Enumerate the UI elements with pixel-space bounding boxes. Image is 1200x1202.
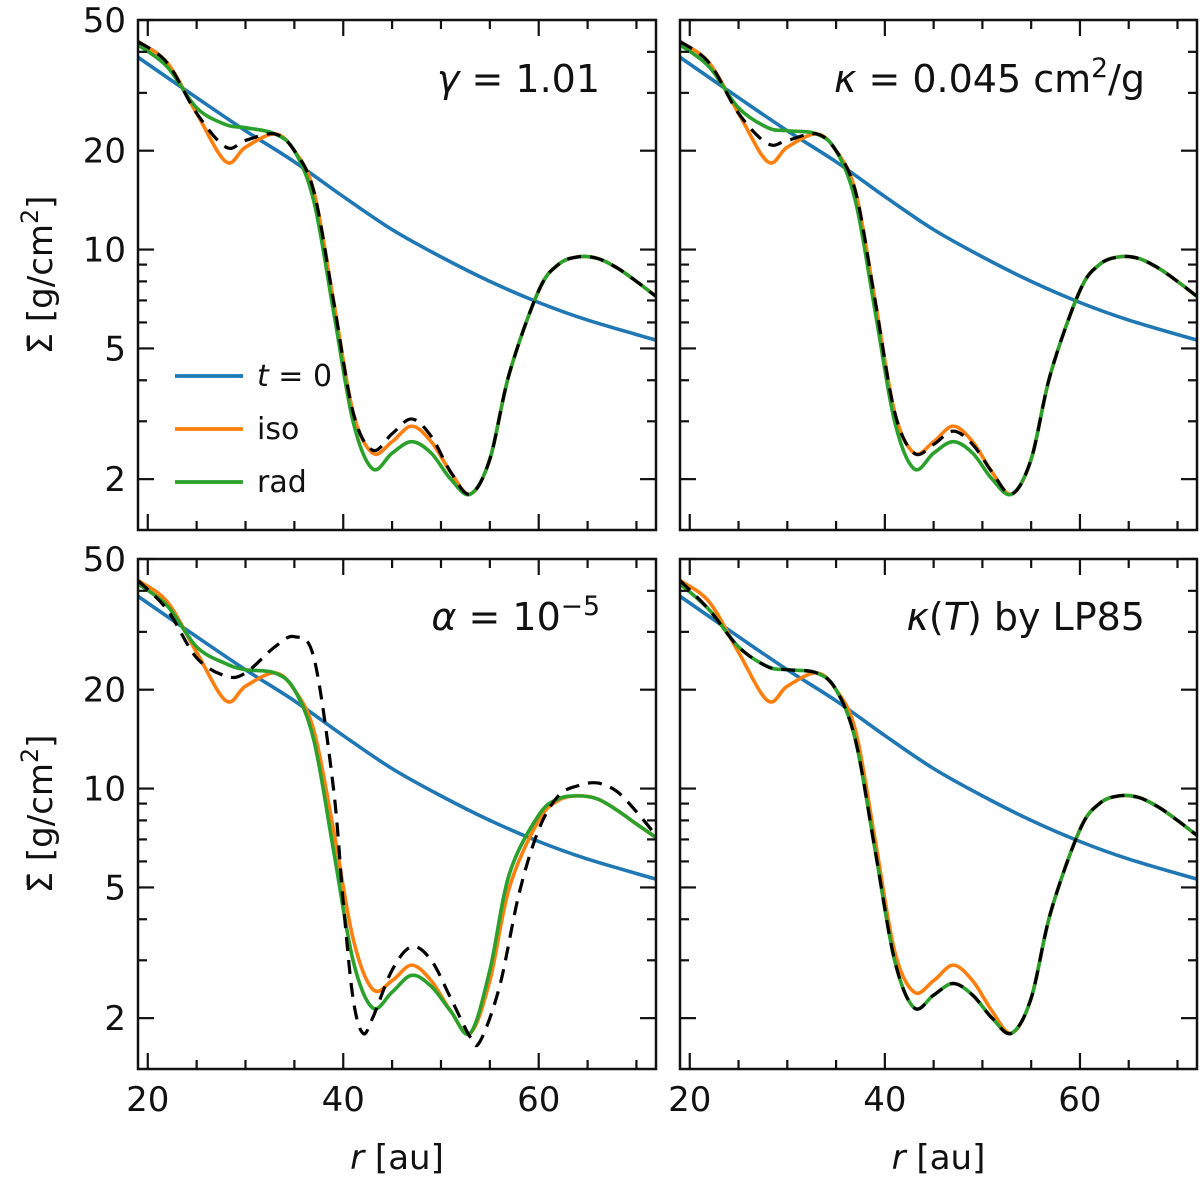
panel-top-right-series-dashed-line: [680, 40, 1197, 496]
panel-bottom-left-xlabel: r [au]: [350, 1138, 444, 1178]
panel-top-left-ytick-label-5: 5: [104, 329, 126, 369]
legend-label-1: iso: [257, 412, 299, 447]
legend: t = 0 iso rad: [175, 359, 332, 500]
panel-bottom-left-frame: [136, 557, 658, 1071]
panel-bottom-right-xtick-label-60: 60: [1058, 1080, 1101, 1120]
frames-layer: [136, 18, 1199, 1071]
panel-bottom-left-annotation: α = 10−5: [431, 591, 600, 640]
panel-bottom-right-xtick-label-40: 40: [863, 1080, 906, 1120]
panel-top-left-annotation: γ = 1.01: [437, 57, 600, 101]
panel-top-left-frame: [136, 18, 658, 532]
ticks-layer: [138, 18, 1197, 1069]
panel-bottom-left-series-t0-line: [138, 594, 656, 881]
panel-bottom-left-ytick-label-2: 2: [104, 999, 126, 1039]
panel-bottom-left-ylabel: Σ̄ [g/cm2]: [16, 735, 61, 894]
panel-bottom-right-annotation: κ(T) by LP85: [907, 595, 1146, 639]
panel-top-left-series-dashed-line: [138, 40, 656, 496]
panel-bottom-left-ytick-label-50: 50: [83, 540, 126, 580]
panel-bottom-left-curves: [138, 578, 656, 1048]
panel-top-right-series-t0-line: [680, 55, 1197, 342]
panel-top-right-curves: [680, 39, 1197, 497]
panel-bottom-left-xtick-label-60: 60: [517, 1080, 560, 1120]
panel-top-left-ytick-label-50: 50: [83, 1, 126, 41]
panel-bottom-left-ytick-label-5: 5: [104, 868, 126, 908]
panel-top-right-annotation: κ = 0.045 cm2/g: [834, 53, 1145, 102]
panel-bottom-left-xtick-label-20: 20: [126, 1080, 169, 1120]
panel-top-right-series-rad-line: [680, 43, 1197, 497]
panel-bottom-right-frame: [678, 557, 1199, 1071]
panel-top-left-ylabel: Σ̄ [g/cm2]: [16, 196, 61, 355]
panel-top-left-ytick-label-10: 10: [83, 231, 126, 271]
panel-bottom-left-series-rad-line: [138, 582, 656, 1037]
panel-bottom-left-xtick-label-40: 40: [322, 1080, 365, 1120]
legend-label-0: t = 0: [257, 359, 332, 394]
panel-top-right-frame: [678, 18, 1199, 532]
panel-bottom-left-ytick-label-20: 20: [83, 671, 126, 711]
curves-layer: [138, 39, 1197, 1048]
panel-top-left-series-t0-line: [138, 55, 656, 342]
panel-bottom-right-series-dashed-line: [680, 579, 1197, 1036]
legend-label-2: rad: [257, 465, 307, 500]
panel-top-left-ytick-label-20: 20: [83, 132, 126, 172]
text-layer: 2 5 10 20 50 Σ̄ [g/cm2] γ = 1.01 κ = 0.045 cm2/…: [16, 1, 1145, 1178]
panel-bottom-left-series-dashed-line: [138, 579, 656, 1048]
panel-bottom-right-xlabel: r [au]: [892, 1138, 986, 1178]
panel-bottom-right-series-t0-line: [680, 594, 1197, 881]
panel-bottom-right-curves: [680, 578, 1197, 1036]
panel-bottom-left-ytick-label-10: 10: [83, 770, 126, 810]
panel-top-left-ytick-label-2: 2: [104, 460, 126, 500]
panel-top-left-curves: [138, 39, 656, 497]
panel-bottom-right-xtick-label-20: 20: [668, 1080, 711, 1120]
